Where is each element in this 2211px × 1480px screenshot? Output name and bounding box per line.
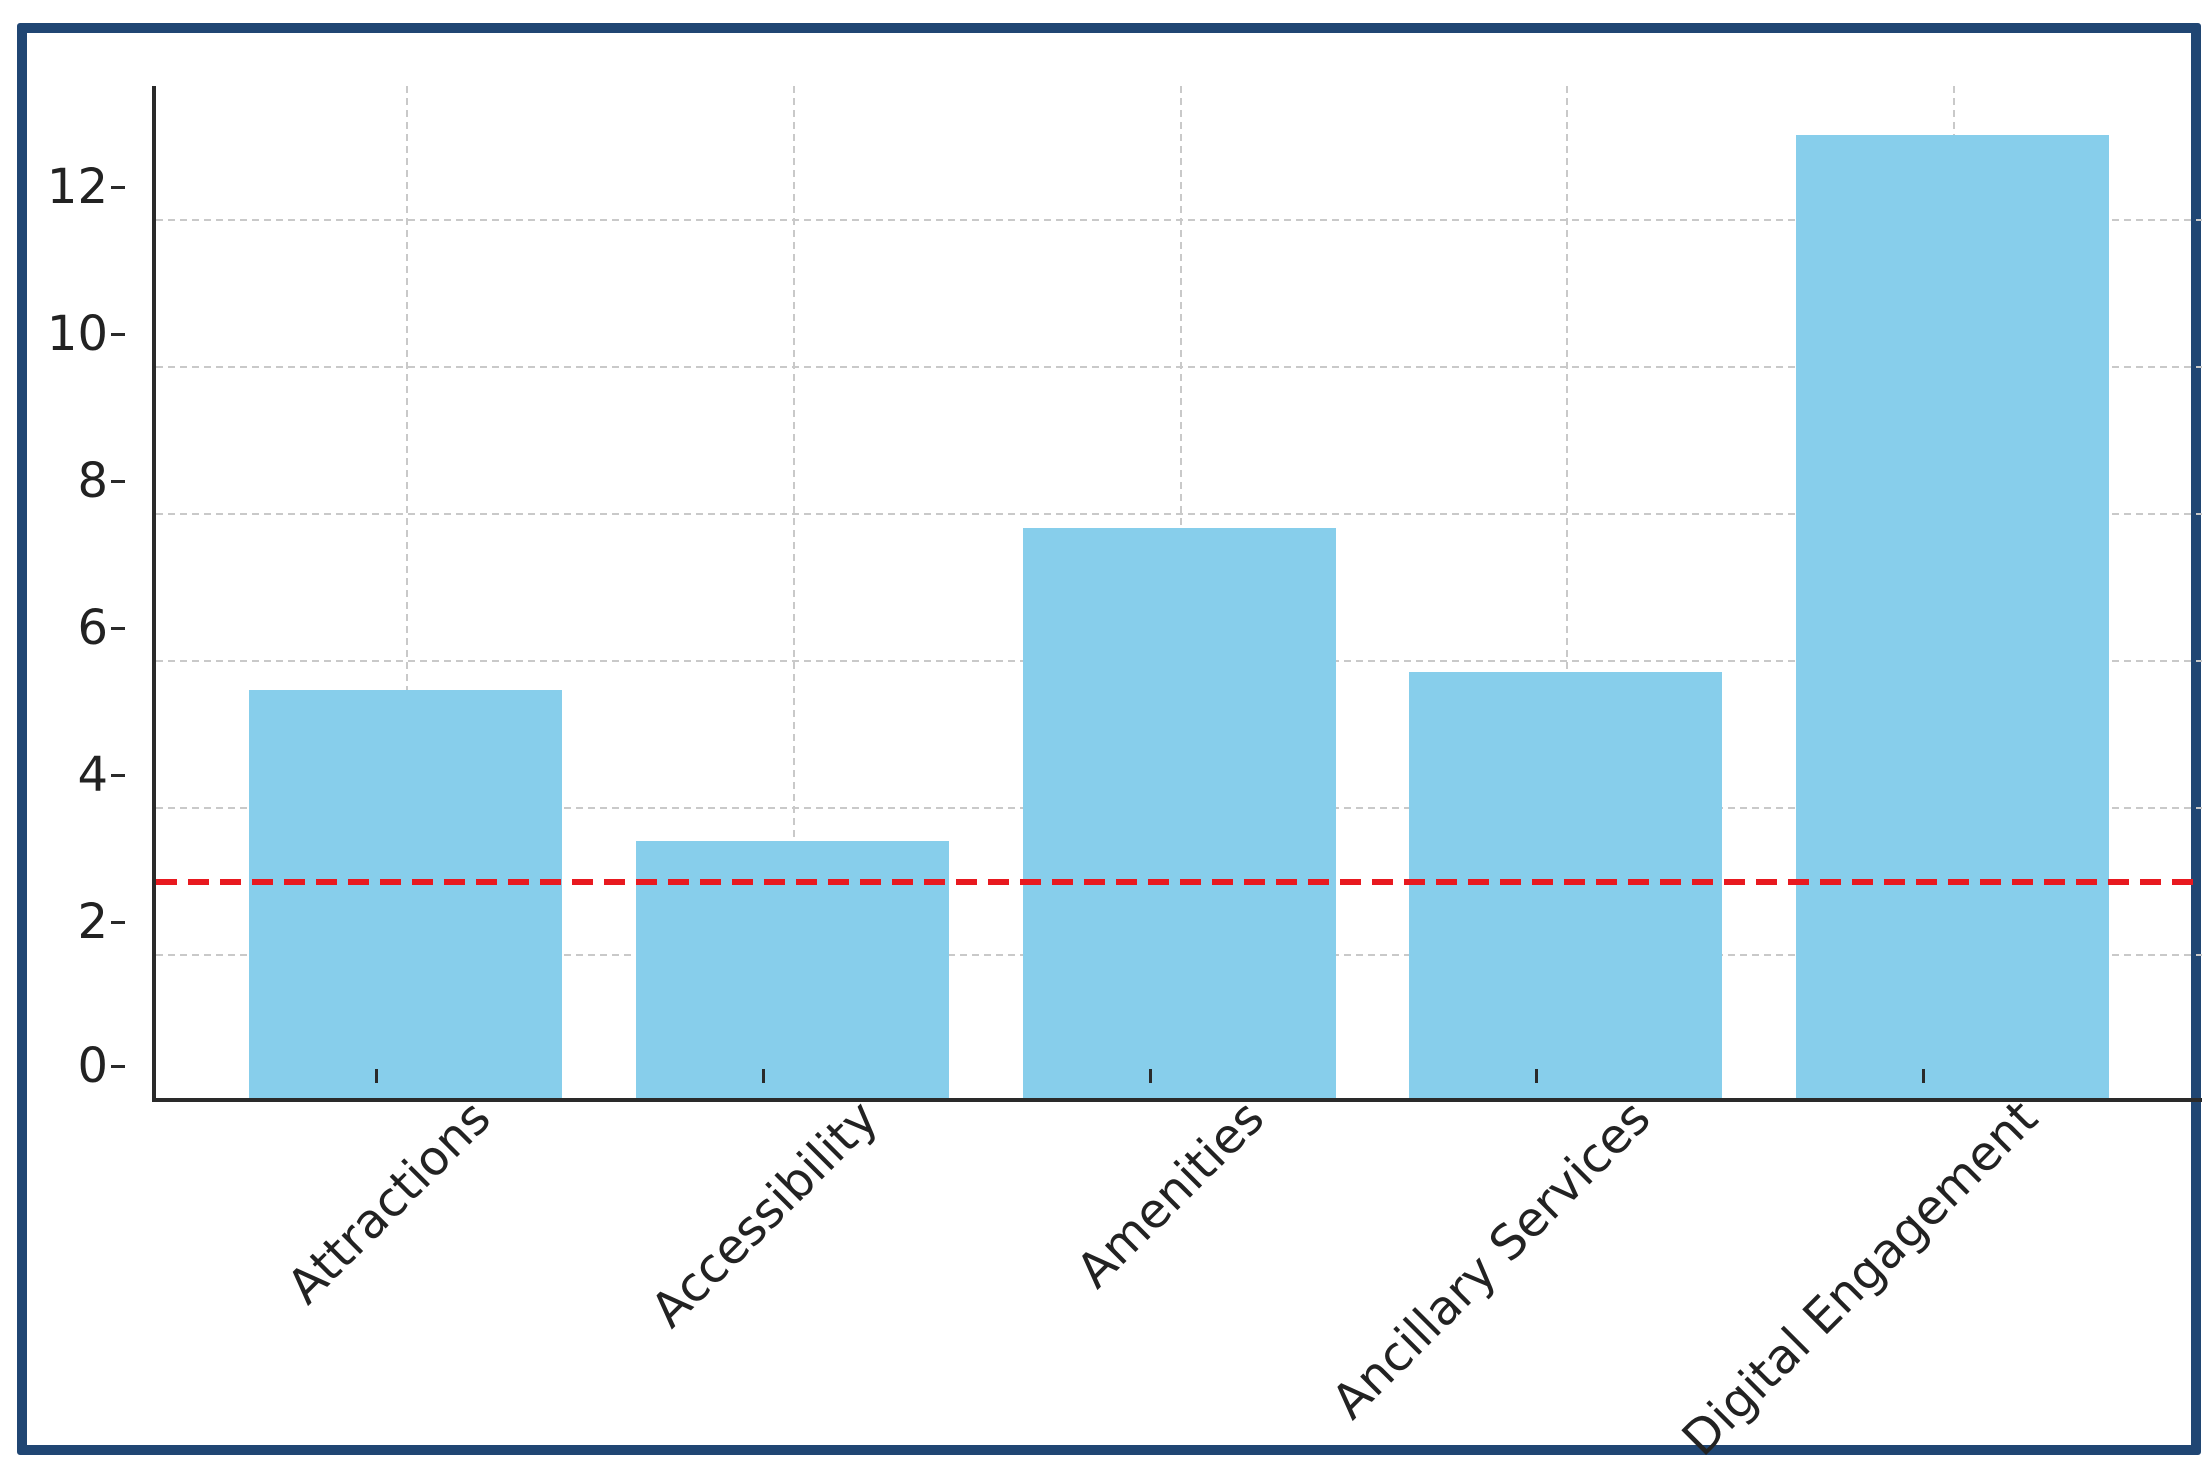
- y-tick-mark: [111, 333, 125, 336]
- bar-amenities: [1022, 528, 1336, 1098]
- bar-digital-engagement: [1795, 135, 2109, 1098]
- bar-ancillary-services: [1408, 672, 1722, 1098]
- bar-attractions: [248, 690, 562, 1098]
- gridline-vertical: [1566, 86, 1568, 1098]
- y-tick-mark: [111, 921, 125, 924]
- x-tick-mark: [1922, 1069, 1925, 1083]
- plot-area: [152, 86, 2202, 1102]
- chart-frame: [17, 23, 2202, 1455]
- y-tick-label: 12: [46, 159, 108, 215]
- gridline-horizontal: [156, 366, 2202, 368]
- y-tick-label: 2: [77, 894, 108, 950]
- y-tick-mark: [111, 774, 125, 777]
- y-tick-label: 8: [77, 453, 108, 509]
- gridline-vertical: [793, 86, 795, 1098]
- y-tick-mark: [111, 186, 125, 189]
- x-tick-mark: [762, 1069, 765, 1083]
- gridline-horizontal: [156, 219, 2202, 221]
- y-tick-mark: [111, 627, 125, 630]
- gridline-horizontal: [156, 513, 2202, 515]
- y-tick-label: 6: [77, 600, 108, 656]
- y-tick-label: 10: [46, 306, 108, 362]
- reference-line: [156, 878, 2202, 885]
- gridline-vertical: [406, 86, 408, 1098]
- y-tick-mark: [111, 1065, 125, 1068]
- y-tick-mark: [111, 480, 125, 483]
- x-tick-mark: [1149, 1069, 1152, 1083]
- y-tick-label: 0: [77, 1038, 108, 1094]
- x-tick-mark: [375, 1069, 378, 1083]
- x-tick-mark: [1535, 1069, 1538, 1083]
- y-tick-label: 4: [77, 747, 108, 803]
